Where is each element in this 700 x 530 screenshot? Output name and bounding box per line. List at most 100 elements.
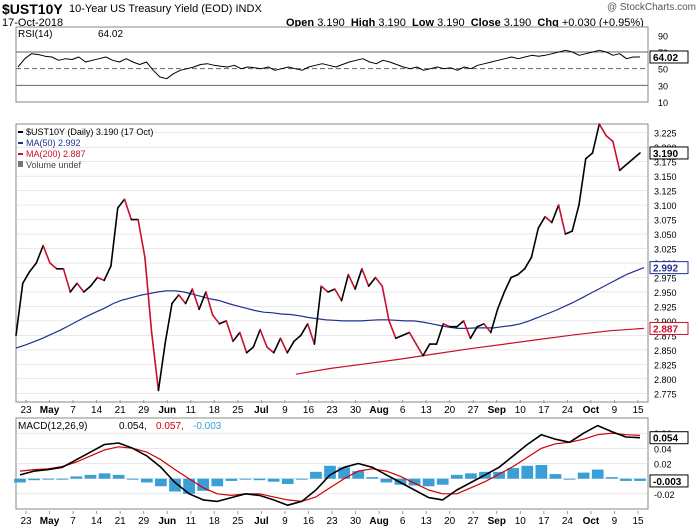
price-panel: 3.2253.2003.1753.1503.1253.1003.0753.050… — [15, 123, 689, 403]
price-tick-label: 2.850 — [654, 346, 677, 356]
price-legend: $UST10Y (Daily) 3.190 (17 Oct)MA(50) 2.9… — [18, 127, 153, 170]
macd-line — [19, 424, 641, 507]
x-tick-label: 11 — [186, 516, 197, 527]
price-tick-label: 3.125 — [654, 187, 677, 197]
price-segment — [15, 282, 24, 337]
price-tick-label: 3.225 — [654, 129, 677, 139]
symbol-title: $UST10Y — [2, 1, 63, 17]
ma200-line — [295, 327, 645, 375]
price-segment — [313, 285, 323, 345]
price-tick-label: 2.950 — [654, 288, 677, 298]
macd-histogram-bar — [14, 478, 26, 483]
price-segment — [62, 267, 72, 293]
price-segment — [76, 282, 85, 293]
macd-histogram-bar — [211, 478, 224, 487]
price-segment — [374, 276, 384, 287]
price-segment — [632, 152, 641, 160]
price-segment — [598, 123, 607, 137]
price-segment — [252, 328, 261, 348]
price-segment — [564, 230, 573, 235]
x-tick-label: May — [40, 405, 60, 416]
macd-histogram-bar — [563, 478, 576, 480]
price-segment — [259, 328, 268, 348]
macd-histogram-bar — [422, 478, 435, 487]
price-tick-label: 2.925 — [654, 302, 677, 312]
legend-entry: Volume undef — [26, 160, 82, 170]
x-tick-label: 17 — [538, 405, 550, 416]
price-segment — [530, 227, 540, 259]
macd-histogram-bar — [465, 473, 477, 479]
macd-legend-hist: -0.003 — [193, 421, 222, 432]
macd-tick-label: 0.04 — [654, 444, 672, 454]
ohlc-summary: Open 3.190 High 3.190 Low 3.190 Close 3.… — [286, 17, 644, 29]
price-segment — [123, 198, 133, 221]
x-tick-label: 21 — [115, 516, 127, 527]
x-tick-label: 23 — [326, 405, 338, 416]
price-segment — [42, 244, 51, 264]
ma200-value-tag: 2.887 — [649, 321, 689, 335]
ma50-value-tag-text: 2.992 — [653, 264, 678, 275]
price-segment — [184, 288, 194, 305]
low-label: Low — [412, 17, 435, 29]
x-tick-label: 9 — [282, 516, 288, 527]
macd-tick-label: -0.02 — [654, 490, 675, 500]
rsi-last-value-tag: 64.02 — [649, 50, 689, 64]
ma200-value-tag-text: 2.887 — [653, 324, 678, 335]
x-tick-label: 29 — [138, 405, 150, 416]
price-segment — [218, 320, 228, 325]
price-segment — [408, 331, 417, 345]
price-segment — [320, 285, 329, 293]
price-segment — [211, 314, 221, 325]
legend-swatch — [18, 161, 23, 167]
price-segment — [557, 204, 567, 235]
price-segment — [551, 204, 560, 224]
price-segment — [612, 140, 621, 172]
macd-histogram-bar — [352, 471, 365, 479]
x-tick-label: 13 — [421, 405, 433, 416]
x-tick-label: 24 — [562, 405, 574, 416]
macd-histogram-bar — [28, 478, 40, 481]
price-tick-label: 3.050 — [654, 230, 677, 240]
x-tick-label: Oct — [583, 405, 600, 416]
x-tick-label: 9 — [612, 405, 618, 416]
price-segment — [103, 265, 112, 282]
x-tick-label: 9 — [282, 405, 288, 416]
price-segment — [110, 207, 119, 267]
price-last-value-tag: 3.190 — [649, 146, 689, 160]
rsi-last-value-tag-text: 64.02 — [653, 53, 678, 64]
price-segment — [232, 331, 241, 342]
price-segment — [571, 204, 580, 232]
x-tick-label: Aug — [369, 516, 388, 527]
macd-histogram-bar — [225, 478, 238, 481]
x-tick-label: Sep — [488, 405, 506, 416]
x-tick-label: 14 — [91, 516, 103, 527]
x-tick-label: 23 — [20, 516, 32, 527]
macd-histogram-bar — [310, 471, 322, 479]
price-tick-label: 3.150 — [654, 172, 677, 182]
x-tick-label: Jul — [254, 516, 269, 527]
macd-histogram-bar — [112, 474, 125, 479]
rsi-last-value-tag-box — [649, 50, 689, 64]
macd-hist-value-tag-text: -0.003 — [653, 477, 682, 488]
price-segment — [83, 285, 92, 293]
price-segment — [476, 323, 485, 328]
price-segment — [483, 323, 492, 334]
macd-signal-line — [19, 432, 641, 502]
price-segment — [272, 337, 282, 354]
price-tick-label: 2.975 — [654, 273, 677, 283]
x-tick-label: 27 — [468, 405, 480, 416]
price-segment — [625, 157, 635, 166]
price-segment — [584, 152, 594, 160]
price-segment — [171, 294, 180, 305]
price-segment — [116, 198, 126, 209]
macd-x-axis: 23 May 7 14 21 29 Jun 11 18 25 Jul 9 16 23 30 Aug 6 13 20 2… — [20, 511, 644, 527]
rsi-legend-value: 64.02 — [98, 29, 123, 40]
macd-histogram-bar — [366, 477, 379, 479]
price-segment — [144, 256, 153, 334]
macd-histogram-bar — [549, 474, 562, 479]
x-tick-label: Jun — [158, 516, 176, 527]
rsi-tick-label: 10 — [658, 98, 668, 108]
price-segment — [245, 346, 255, 354]
macd-histogram-bar — [605, 477, 618, 479]
